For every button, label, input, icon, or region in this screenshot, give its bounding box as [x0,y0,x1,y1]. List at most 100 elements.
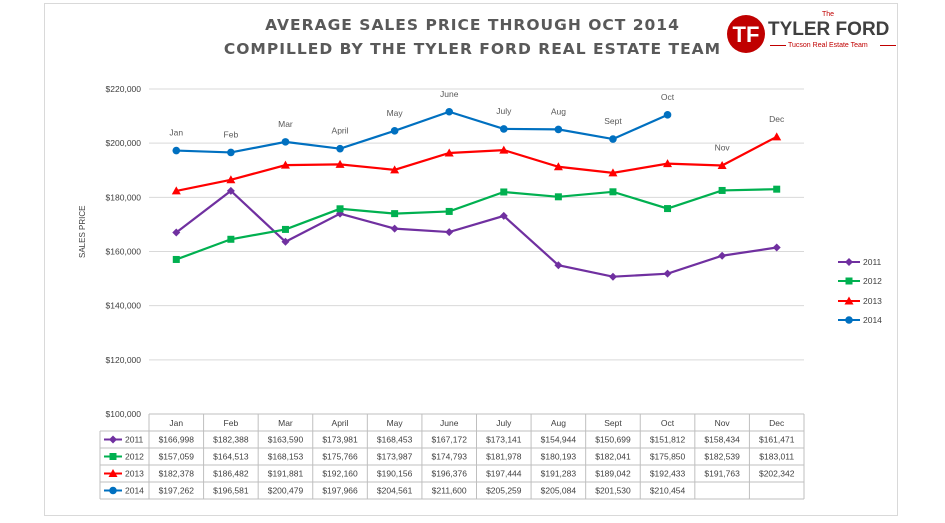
data-point-2011 [772,243,781,252]
table-cell: $196,376 [431,469,467,479]
data-point-2011 [390,224,399,233]
table-header-cell: Aug [551,418,566,428]
table-cell: $200,479 [268,486,304,496]
data-point-2014 [281,138,290,146]
table-cell: $201,530 [595,486,631,496]
table-cell: $158,434 [704,435,740,445]
tyler-ford-logo: TF The TYLER FORD Tucson Real Estate Tea… [726,10,896,58]
table-cell: $164,513 [213,452,249,462]
table-cell: $202,342 [759,469,795,479]
table-header-cell: April [332,418,349,428]
table-cell: $190,156 [377,469,413,479]
logo-the: The [822,11,835,18]
data-point-2013 [772,132,782,141]
legend-label: 2014 [863,315,882,326]
data-point-2012 [664,205,672,213]
series-line-2013 [176,135,778,192]
table-cell: $163,590 [268,435,304,445]
data-point-2011 [226,186,235,195]
data-point-2012 [609,188,617,196]
table-cell: $191,763 [704,469,740,479]
table-header-cell: Dec [769,418,785,428]
data-point-2011 [608,272,617,281]
table-cell: $205,259 [486,486,522,496]
table-header-cell: July [496,418,512,428]
y-tick-label: $100,000 [106,409,142,419]
data-point-2011 [554,261,563,270]
data-point-2013 [444,148,454,157]
table-cell: $210,454 [650,486,686,496]
table-cell: $196,581 [213,486,249,496]
y-tick-label: $160,000 [106,247,142,257]
data-point-2011 [281,237,290,246]
series-line-2012 [175,188,777,261]
table-cell: $173,981 [322,435,358,445]
data-point-2013 [499,145,509,154]
table-cell: $174,793 [431,452,467,462]
table-cell: $175,766 [322,452,358,462]
table-series-name: 2012 [125,452,144,462]
series-line-2014 [176,110,668,154]
month-annotation: Mar [278,119,293,129]
logo-name: TYLER FORD [768,19,890,40]
data-point-2013 [390,165,400,174]
table-header-cell: May [387,418,404,428]
legend-label: 2012 [863,276,882,287]
table-cell: $182,378 [159,469,195,479]
data-point-2013 [171,186,181,195]
table-legend-marker [109,486,117,495]
data-point-2011 [718,251,727,260]
table-cell: $197,444 [486,469,522,479]
data-point-2013 [553,162,563,171]
table-header-cell: Sept [604,418,622,428]
data-point-2013 [280,160,290,169]
data-point-2014 [390,127,399,135]
month-annotation: Oct [661,92,675,102]
data-point-2013 [226,175,236,184]
table-series-name: 2013 [125,469,144,479]
month-annotation: June [440,89,459,99]
table-cell: $168,153 [268,452,304,462]
data-point-2012 [445,207,453,215]
month-annotation: Feb [224,129,239,139]
table-cell: $197,966 [322,486,358,496]
table-cell: $150,699 [595,435,631,445]
table-cell: $191,283 [541,469,577,479]
table-legend-marker [108,469,118,477]
data-point-2012 [554,193,562,201]
table-header-cell: Mar [278,418,293,428]
month-annotation: Dec [769,114,785,124]
data-point-2014 [499,125,508,133]
month-annotation: Jan [169,128,183,138]
table-cell: $204,561 [377,486,413,496]
y-tick-label: $200,000 [106,138,142,148]
legend-item-2013: 2013 [838,291,882,311]
legend-item-2011: 2011 [838,252,882,272]
table-header-cell: Nov [715,418,731,428]
legend-item-2012: 2012 [838,272,882,292]
table-cell: $166,998 [159,435,195,445]
legend-swatch [838,257,860,266]
table-cell: $192,160 [322,469,358,479]
table-cell: $173,987 [377,452,413,462]
table-header-cell: June [440,418,459,428]
table-legend-marker [109,435,117,444]
data-point-2012 [172,255,180,263]
table-cell: $157,059 [159,452,195,462]
month-annotation: May [387,108,404,118]
table-cell: $151,812 [650,435,686,445]
data-point-2012 [500,188,508,196]
table-header-cell: Feb [224,418,239,428]
logo-rule-right [880,45,896,46]
table-cell: $197,262 [159,486,195,496]
y-tick-label: $140,000 [106,301,142,311]
table-cell: $182,388 [213,435,249,445]
data-point-2013 [717,160,727,169]
data-point-2012 [281,225,289,233]
legend-label: 2013 [863,295,882,306]
month-annotation: April [332,126,349,136]
data-point-2012 [336,205,344,213]
table-cell: $191,881 [268,469,304,479]
table-legend-marker [109,453,117,460]
